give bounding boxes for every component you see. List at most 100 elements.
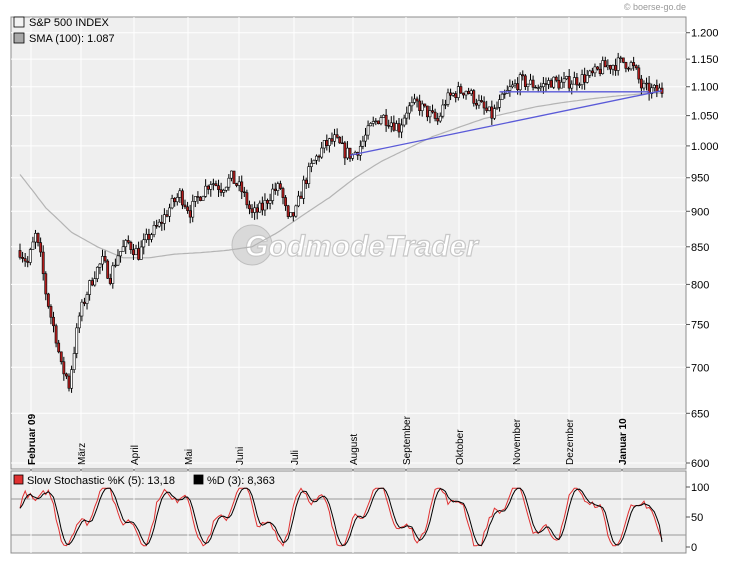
candle-body	[624, 62, 628, 69]
candle-body	[108, 278, 112, 284]
candle-body	[578, 84, 581, 86]
candle-body	[348, 147, 352, 159]
candle-body	[557, 79, 561, 89]
candle-body	[18, 250, 22, 258]
candle-body	[322, 140, 326, 149]
candle-body	[160, 221, 164, 224]
y-tick-label: 1.200	[691, 28, 719, 40]
candle-body	[312, 159, 316, 164]
candle-body	[374, 120, 378, 123]
candle-body	[361, 140, 365, 147]
candle-body	[245, 192, 249, 206]
candle-body	[227, 177, 231, 188]
candle-body	[152, 224, 156, 235]
candle-body	[39, 242, 43, 253]
x-tick-label: April	[130, 445, 141, 465]
candle-body	[181, 190, 184, 206]
stochastic-panel: 0 50 100 Slow Stochastic %K (5): 13,18 %D (3…	[10, 470, 709, 554]
candle-body	[459, 86, 463, 94]
candle-body	[101, 256, 104, 265]
candle-body	[639, 78, 643, 89]
candle-body	[402, 117, 406, 126]
stoch-k-line	[19, 487, 663, 547]
candle-body	[242, 191, 246, 194]
candle-body	[307, 166, 311, 184]
candle-body	[201, 196, 205, 201]
candle-body	[119, 251, 122, 257]
candle-body	[206, 185, 210, 190]
legend-swatch	[13, 474, 24, 485]
y-tick-label: 900	[691, 206, 709, 218]
candle-body	[294, 205, 298, 217]
candle-body	[642, 83, 646, 89]
candle-body	[338, 136, 342, 144]
candle-body	[480, 100, 483, 103]
candle-body	[441, 104, 445, 117]
legend-swatch	[13, 16, 25, 28]
candle-body	[34, 233, 37, 243]
candle-body	[132, 249, 135, 256]
price-panel: 600 650 700 750 800 850 900 950 1.000 1.050 1.100 1…	[10, 16, 719, 472]
candle-body	[603, 60, 607, 68]
candle-body	[315, 155, 318, 161]
candle-body	[498, 99, 501, 108]
candle-body	[544, 83, 548, 85]
legend-swatch	[193, 474, 204, 485]
candle-body	[196, 196, 200, 198]
candle-body	[451, 93, 455, 96]
x-tick-label: Juni	[235, 447, 246, 465]
candle-body	[142, 239, 146, 248]
candle-body	[23, 258, 27, 262]
candle-body	[93, 278, 97, 286]
candle-body	[258, 202, 262, 213]
candle-body	[621, 57, 625, 63]
candle-body	[106, 260, 110, 279]
candle-body	[317, 155, 321, 158]
candle-body	[472, 90, 476, 104]
stoch-d-line	[19, 487, 663, 547]
trend-line	[349, 90, 663, 156]
candle-body	[188, 210, 192, 218]
candle-body	[268, 200, 272, 204]
candle-body	[49, 306, 53, 318]
candle-body	[534, 86, 538, 89]
candle-body	[384, 114, 388, 126]
candle-body	[67, 375, 71, 389]
x-tick-label: August	[349, 434, 360, 465]
candle-body	[570, 83, 574, 89]
legend-label: Slow Stochastic %K (5): 13,18	[27, 475, 175, 487]
candle-body	[77, 315, 81, 329]
candle-body	[137, 248, 141, 260]
candle-body	[204, 185, 208, 197]
candle-body	[590, 70, 594, 74]
candle-body	[330, 138, 334, 142]
candle-body	[147, 233, 151, 240]
candle-body	[85, 294, 89, 304]
candle-body	[541, 83, 545, 87]
candle-body	[26, 260, 30, 263]
candle-body	[428, 110, 432, 118]
candle-body	[168, 207, 171, 217]
candle-body	[588, 70, 592, 76]
candle-body	[199, 196, 202, 201]
credit-text: © boerse-go.de	[624, 2, 686, 12]
candle-body	[364, 134, 367, 142]
candle-body	[209, 184, 213, 190]
y-tick-label: 1.150	[691, 54, 719, 66]
candle-body	[395, 123, 398, 131]
y-tick-label: 950	[691, 173, 709, 185]
candle-body	[436, 118, 440, 122]
watermark-text: GodmodeTrader	[245, 230, 480, 263]
candle-body	[186, 206, 189, 211]
candle-body	[400, 124, 403, 133]
candle-body	[191, 201, 195, 218]
candle-body	[614, 65, 617, 71]
candle-body	[518, 74, 522, 91]
candle-body	[389, 122, 393, 127]
candle-body	[369, 123, 373, 127]
candle-body	[531, 79, 535, 88]
candle-body	[178, 190, 182, 198]
candle-body	[583, 74, 587, 83]
candle-body	[162, 214, 166, 224]
x-tick-label: Mai	[184, 449, 195, 465]
